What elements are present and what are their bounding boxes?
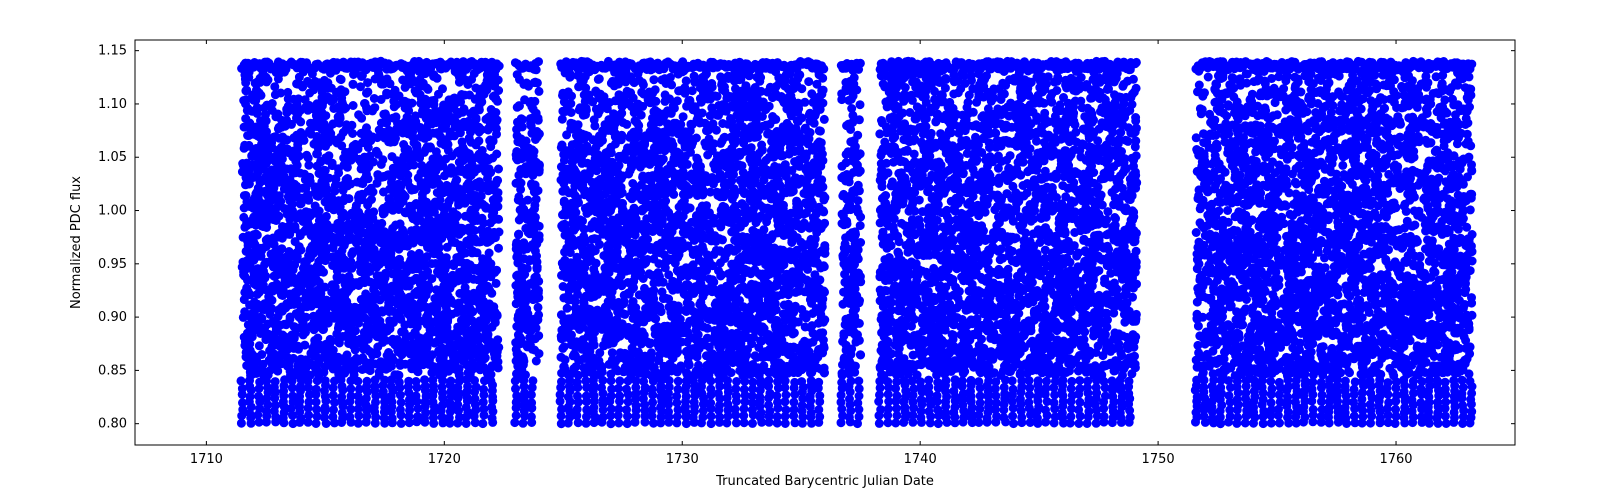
ytick-label: 1.10 — [98, 97, 127, 112]
ytick-label: 0.90 — [98, 310, 127, 325]
xtick-label: 1750 — [1142, 452, 1175, 467]
ytick-label: 1.00 — [98, 204, 127, 219]
y-axis-label: Normalized PDC flux — [69, 176, 84, 309]
xtick-label: 1720 — [428, 452, 461, 467]
ytick-label: 0.80 — [98, 417, 127, 432]
xtick-label: 1740 — [904, 452, 937, 467]
lightcurve-chart: 1710 1720 1730 1740 1750 1760 0.80 0.85 0.90 0.95… — [0, 0, 1600, 500]
xtick-label: 1730 — [666, 452, 699, 467]
chart-svg: 1710 1720 1730 1740 1750 1760 0.80 0.85 0.90 0.95… — [0, 0, 1600, 500]
ytick-label: 0.95 — [98, 257, 127, 272]
x-axis-label: Truncated Barycentric Julian Date — [715, 474, 934, 489]
ytick-label: 1.05 — [98, 150, 127, 165]
xtick-label: 1710 — [190, 452, 223, 467]
scatter-points — [237, 57, 1477, 428]
ytick-label: 1.15 — [98, 44, 127, 59]
ytick-label: 0.85 — [98, 363, 127, 378]
xtick-label: 1760 — [1379, 452, 1412, 467]
